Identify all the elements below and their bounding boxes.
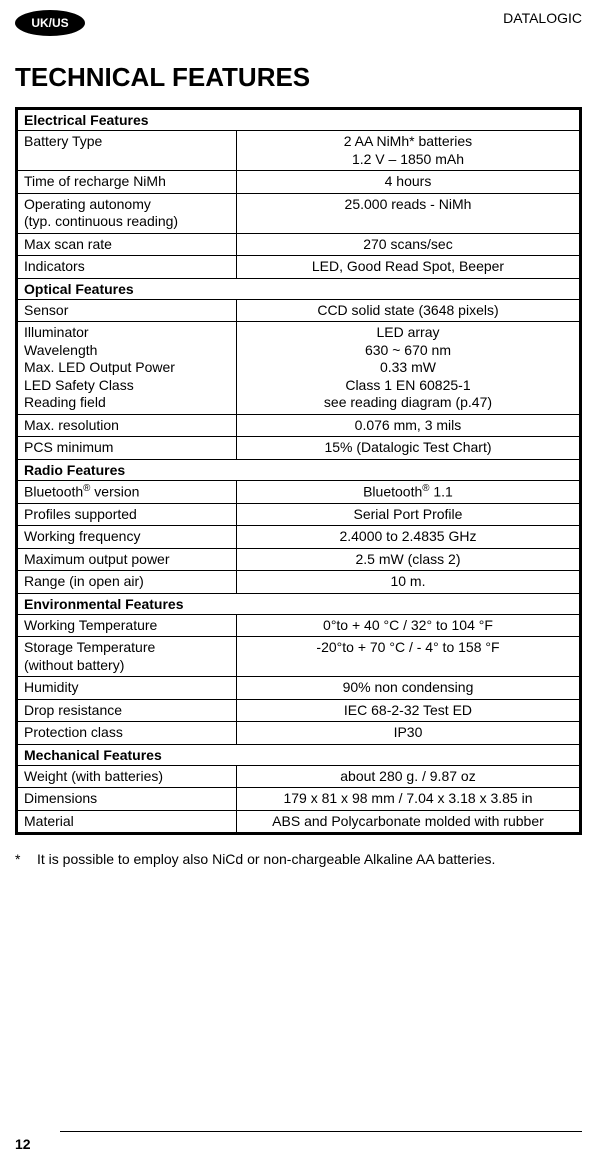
table-row: Working frequency2.4000 to 2.4835 GHz — [17, 526, 581, 549]
table-row: MaterialABS and Polycarbonate molded wit… — [17, 810, 581, 834]
table-row: Dimensions179 x 81 x 98 mm / 7.04 x 3.18… — [17, 788, 581, 811]
header-row: UK/US DATALOGIC — [15, 10, 582, 40]
row-label: Bluetooth® version — [17, 480, 237, 503]
table-row: Operating autonomy(typ. continuous readi… — [17, 193, 581, 233]
table-row: Battery Type2 AA NiMh* batteries1.2 V – … — [17, 131, 581, 171]
table-row: IndicatorsLED, Good Read Spot, Beeper — [17, 256, 581, 279]
table-row: PCS minimum15% (Datalogic Test Chart) — [17, 437, 581, 460]
section-heading: Environmental Features — [17, 593, 581, 614]
row-label: PCS minimum — [17, 437, 237, 460]
section-heading: Radio Features — [17, 459, 581, 480]
row-value: 179 x 81 x 98 mm / 7.04 x 3.18 x 3.85 in — [236, 788, 580, 811]
section-heading: Electrical Features — [17, 109, 581, 131]
footnote-marker: * — [15, 851, 37, 867]
row-label: Battery Type — [17, 131, 237, 171]
row-value: LED array630 ~ 670 nm0.33 mWClass 1 EN 6… — [236, 322, 580, 415]
row-label: Working frequency — [17, 526, 237, 549]
row-value: LED, Good Read Spot, Beeper — [236, 256, 580, 279]
row-value: IP30 — [236, 722, 580, 745]
row-label: Indicators — [17, 256, 237, 279]
table-row: Humidity90% non condensing — [17, 677, 581, 700]
row-label: Protection class — [17, 722, 237, 745]
locale-badge: UK/US — [15, 10, 85, 36]
footnote: * It is possible to employ also NiCd or … — [15, 851, 582, 867]
row-label: Material — [17, 810, 237, 834]
page-title: TECHNICAL FEATURES — [15, 62, 582, 93]
row-label: Storage Temperature(without battery) — [17, 637, 237, 677]
row-label: Time of recharge NiMh — [17, 171, 237, 194]
row-label: Max. resolution — [17, 414, 237, 437]
row-label: Weight (with batteries) — [17, 765, 237, 788]
footnote-text: It is possible to employ also NiCd or no… — [37, 851, 495, 867]
row-label: Dimensions — [17, 788, 237, 811]
row-value: 2.4000 to 2.4835 GHz — [236, 526, 580, 549]
page: UK/US DATALOGIC TECHNICAL FEATURES Elect… — [0, 0, 597, 1162]
row-value: -20°to + 70 °C / - 4° to 158 °F — [236, 637, 580, 677]
row-value: 15% (Datalogic Test Chart) — [236, 437, 580, 460]
row-label: Range (in open air) — [17, 571, 237, 594]
table-row: Bluetooth® versionBluetooth® 1.1 — [17, 480, 581, 503]
table-row: Range (in open air)10 m. — [17, 571, 581, 594]
table-row: Max. resolution0.076 mm, 3 mils — [17, 414, 581, 437]
spec-table: Electrical FeaturesBattery Type2 AA NiMh… — [15, 107, 582, 835]
table-row: IlluminatorWavelengthMax. LED Output Pow… — [17, 322, 581, 415]
row-value: 90% non condensing — [236, 677, 580, 700]
table-row: Working Temperature0°to + 40 °C / 32° to… — [17, 614, 581, 637]
table-row: Maximum output power2.5 mW (class 2) — [17, 548, 581, 571]
table-row: Time of recharge NiMh4 hours — [17, 171, 581, 194]
row-label: Operating autonomy(typ. continuous readi… — [17, 193, 237, 233]
table-row: Drop resistanceIEC 68-2-32 Test ED — [17, 699, 581, 722]
row-value: 4 hours — [236, 171, 580, 194]
row-value: 0.076 mm, 3 mils — [236, 414, 580, 437]
row-value: 2 AA NiMh* batteries1.2 V – 1850 mAh — [236, 131, 580, 171]
row-value: IEC 68-2-32 Test ED — [236, 699, 580, 722]
table-row: Weight (with batteries)about 280 g. / 9.… — [17, 765, 581, 788]
row-value: 2.5 mW (class 2) — [236, 548, 580, 571]
row-value: 0°to + 40 °C / 32° to 104 °F — [236, 614, 580, 637]
row-label: Drop resistance — [17, 699, 237, 722]
footer-rule — [60, 1131, 582, 1132]
row-value: 25.000 reads - NiMh — [236, 193, 580, 233]
table-row: Profiles supportedSerial Port Profile — [17, 503, 581, 526]
row-label: Profiles supported — [17, 503, 237, 526]
page-number: 12 — [15, 1136, 31, 1152]
row-label: Max scan rate — [17, 233, 237, 256]
row-label: Working Temperature — [17, 614, 237, 637]
row-value: 10 m. — [236, 571, 580, 594]
table-row: Protection classIP30 — [17, 722, 581, 745]
row-label: Sensor — [17, 299, 237, 322]
row-value: ABS and Polycarbonate molded with rubber — [236, 810, 580, 834]
row-value: Bluetooth® 1.1 — [236, 480, 580, 503]
brand-label: DATALOGIC — [503, 10, 582, 26]
row-label: Maximum output power — [17, 548, 237, 571]
row-value: CCD solid state (3648 pixels) — [236, 299, 580, 322]
row-value: 270 scans/sec — [236, 233, 580, 256]
section-heading: Optical Features — [17, 278, 581, 299]
table-row: SensorCCD solid state (3648 pixels) — [17, 299, 581, 322]
row-label: Humidity — [17, 677, 237, 700]
row-value: about 280 g. / 9.87 oz — [236, 765, 580, 788]
row-label: IlluminatorWavelengthMax. LED Output Pow… — [17, 322, 237, 415]
table-row: Storage Temperature(without battery)-20°… — [17, 637, 581, 677]
section-heading: Mechanical Features — [17, 744, 581, 765]
table-row: Max scan rate270 scans/sec — [17, 233, 581, 256]
row-value: Serial Port Profile — [236, 503, 580, 526]
